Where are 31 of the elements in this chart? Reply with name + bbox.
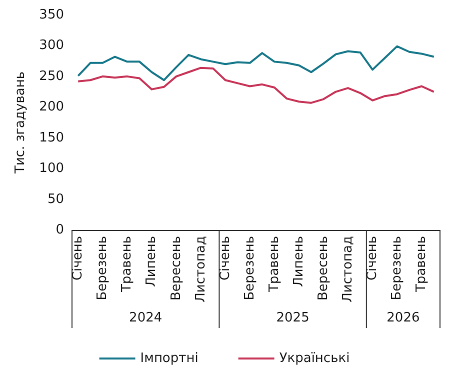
line-series bbox=[77, 45, 435, 82]
x-tick-label: Січень bbox=[218, 236, 233, 281]
x-tick-label: Січень bbox=[70, 236, 86, 281]
y-tick-label: 350 bbox=[39, 8, 64, 22]
x-tick-label: Березень bbox=[390, 236, 405, 300]
x-tick-label: Вересень bbox=[316, 236, 331, 300]
y-tick-label: 150 bbox=[39, 130, 64, 146]
legend-label: Імпортні bbox=[140, 351, 198, 366]
y-axis-title: Тис. згадувань bbox=[13, 72, 28, 174]
x-tick-label: Травень bbox=[120, 236, 135, 293]
y-tick-label: 200 bbox=[39, 100, 64, 115]
x-tick-label: Липень bbox=[291, 236, 306, 287]
text: 2024 bbox=[129, 310, 162, 326]
x-tick-label: Січень bbox=[365, 236, 380, 281]
x-tick-label: Вересень bbox=[168, 236, 184, 300]
text: 2025 bbox=[276, 310, 310, 326]
text: 2026 bbox=[386, 310, 420, 326]
y-tick-label: 250 bbox=[39, 68, 64, 84]
x-tick-label: Листопад bbox=[340, 236, 356, 302]
x-tick-label: Липень bbox=[144, 236, 160, 287]
x-tick-label: Травень bbox=[266, 236, 282, 293]
x-tick-label: Березень bbox=[95, 236, 110, 300]
y-tick-label: 300 bbox=[39, 38, 64, 54]
x-tick-label: Березень bbox=[242, 236, 258, 300]
y-tick-label: 0 bbox=[56, 222, 64, 238]
x-tick-label: Листопад bbox=[193, 236, 208, 302]
x-tick-label: Травень bbox=[414, 236, 430, 293]
legend-label: Українські bbox=[279, 351, 350, 366]
y-tick-label: 50 bbox=[47, 192, 64, 207]
line-series bbox=[77, 66, 435, 104]
y-tick-label: 100 bbox=[39, 161, 64, 176]
